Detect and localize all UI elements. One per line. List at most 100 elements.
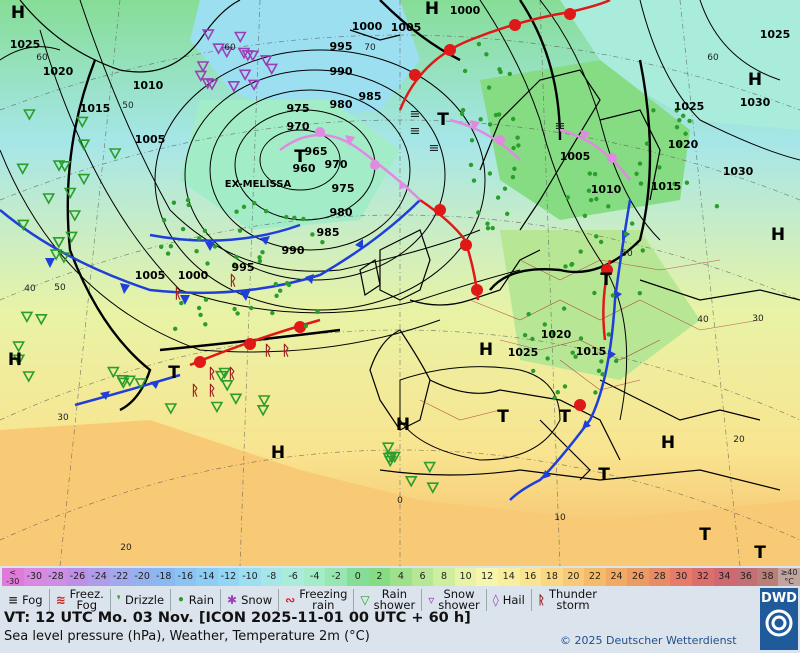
legend-panel: < -30 -30 -28 -26 -24 -22 -20 -18 -16 -14 -12 -10 -8… [0,566,800,653]
rain-shower-symbol [123,375,137,387]
graticule-label: 60 [224,43,236,53]
rain-symbol [637,161,643,166]
rain-symbol [578,336,584,341]
rain-symbol [531,368,536,374]
rain-symbol [476,210,481,215]
rain-symbol [586,188,592,193]
snow-icon: ✱ [227,593,238,607]
low-pressure-label: T [598,465,610,485]
rain-symbol [315,309,320,315]
rain-shower-symbol [22,371,36,383]
temperature-scale-cell: 30 [670,568,692,586]
rain-symbol [545,356,550,361]
rain-symbol [674,125,680,130]
rain-symbol [257,255,262,260]
rain-symbol [171,200,177,205]
high-pressure-label: H [661,433,675,453]
rain-symbol [460,107,466,113]
high-pressure-label: H [771,225,785,245]
graticule-label: 10 [554,513,566,523]
rain-shower-symbol [42,193,56,205]
rain-symbol [168,244,174,249]
rain-shower-symbol [210,401,224,414]
weather-legend-label: Drizzle [124,592,165,607]
isobar-label: 990 [282,244,305,257]
rain-symbol [555,390,560,395]
rain-symbol [203,297,209,302]
isobar-label: 970 [287,120,310,133]
snow-shower-symbol [201,29,215,41]
graticule-label: 40 [697,315,709,325]
rain-symbol [510,174,516,180]
valid-time: VT: 12 UTC Mo. 03 Nov. [ICON 2025-11-01 … [4,610,471,626]
rain-symbol [684,180,690,185]
isobar-label: 1000 [178,269,209,282]
rain-symbol [594,196,599,202]
temperature-scale-cell: -20 [131,568,153,586]
rain-symbol [606,204,611,209]
graticule-label: 20 [733,435,745,445]
rain-symbol [241,204,247,209]
graticule-label: 40 [24,284,36,294]
rain-symbol [257,258,263,264]
weather-legend-label: Hail [502,592,525,607]
temperature-scale-cell: 24 [605,568,628,586]
copyright: © 2025 Deutscher Wetterdienst [560,634,737,647]
weather-symbols: ᚱᚱᚱ ᚱᚱ ᚱᚱ ᚱ≡≡≡≡ [12,29,720,494]
temperature-scale-cell: -8 [260,568,283,586]
rain-symbol [623,231,629,237]
rain-symbol [495,195,501,200]
storm-name-label: EX-MELISSA [225,179,292,190]
rain-shower-symbol [58,161,72,173]
rain-symbol [587,171,592,176]
rain-symbol [674,108,679,113]
rain-symbol [186,202,191,208]
rain-symbol [562,384,568,389]
snow-shower-symbol [220,46,234,59]
rain-symbol [638,181,644,186]
warm-front-semicircles [194,8,613,411]
isobar-label: 995 [330,40,353,53]
isobar-label: 990 [330,65,353,78]
rain-shower-symbol [77,173,91,186]
rain-shower-symbol [77,139,91,151]
warm-area-south [0,420,800,566]
rain-symbol [159,244,164,249]
temperature-scale-cell: 18 [541,568,563,586]
temperature-scale-cell: 12 [476,568,498,586]
rain-symbol [596,368,602,373]
rain-shower-symbol [106,366,120,379]
rain-symbol [588,197,594,203]
rain-symbol [249,305,254,311]
isobar-label: 1000 [450,4,481,17]
temperature-scale-cell: -2 [325,568,347,586]
high-pressure-label: H [11,3,25,23]
rain-symbol [565,195,570,200]
weather-legend-label: Snow shower [438,587,480,612]
weather-legend-label: Freez. Fog [69,587,104,612]
rain-symbol [273,281,278,287]
rain-symbol [485,221,490,226]
rain-shower-symbol [115,375,129,387]
temperature-scale-cell: -16 [174,568,197,586]
weather-legend-item: ❜ Drizzle [111,589,172,611]
rain-shower-symbol [164,403,178,415]
rain-symbol [511,116,516,122]
rain-shower-symbol [52,237,66,249]
temperature-scale-cell: 26 [627,568,649,586]
rain-symbol [563,264,568,269]
rain-symbol [637,291,642,296]
rain-symbol [593,390,598,395]
rain-shower-symbol [63,187,77,200]
snow-shower-symbol [212,43,225,55]
dwd-logo-emblem [765,609,793,637]
rain-symbol [263,209,269,214]
temperature-scale-cell: -22 [109,568,132,586]
temperature-scale-cell: 14 [497,568,520,586]
weather-legend-item: ᚱ Thunder storm [532,588,603,611]
thunderstorm-symbol: ᚱ [264,343,272,359]
rain-symbol [683,131,688,136]
rain-icon: • [177,593,185,607]
isobar-label: 1020 [668,138,699,151]
